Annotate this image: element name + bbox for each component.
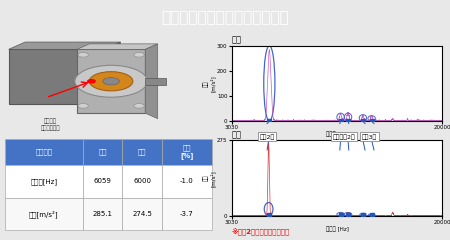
FancyBboxPatch shape	[83, 165, 122, 198]
Circle shape	[134, 53, 144, 57]
Text: 285.1: 285.1	[93, 211, 113, 217]
Text: ※円環2次の減衰係数を設定: ※円環2次の減衰係数を設定	[232, 228, 290, 236]
Text: 実測: 実測	[99, 149, 107, 155]
FancyBboxPatch shape	[162, 165, 212, 198]
Polygon shape	[9, 49, 104, 104]
Text: 実測: 実測	[232, 36, 242, 45]
Polygon shape	[104, 42, 121, 111]
Text: 274.5: 274.5	[132, 211, 152, 217]
Polygon shape	[77, 44, 158, 49]
Polygon shape	[9, 42, 121, 49]
FancyBboxPatch shape	[122, 165, 162, 198]
Text: 6059: 6059	[94, 178, 112, 184]
Text: 振幅[m/s²]: 振幅[m/s²]	[29, 210, 58, 218]
Circle shape	[90, 72, 133, 91]
FancyBboxPatch shape	[4, 165, 83, 198]
Polygon shape	[77, 49, 145, 113]
Text: -3.7: -3.7	[180, 211, 194, 217]
Y-axis label: 振幅
[m/s²]: 振幅 [m/s²]	[203, 75, 216, 92]
Circle shape	[88, 80, 95, 83]
Text: 円環2次: 円環2次	[260, 134, 274, 140]
FancyBboxPatch shape	[83, 198, 122, 230]
FancyBboxPatch shape	[162, 198, 212, 230]
Text: 評価項目: 評価項目	[36, 149, 52, 155]
Text: 解析: 解析	[138, 149, 146, 155]
Y-axis label: 振幅
[m/s²]: 振幅 [m/s²]	[203, 170, 216, 186]
Polygon shape	[145, 44, 157, 119]
FancyBboxPatch shape	[83, 139, 122, 165]
Text: 周波数[Hz]: 周波数[Hz]	[30, 178, 58, 185]
FancyBboxPatch shape	[4, 139, 83, 165]
FancyBboxPatch shape	[162, 139, 212, 165]
FancyBboxPatch shape	[122, 198, 162, 230]
Text: 誤差
[%]: 誤差 [%]	[180, 145, 194, 159]
FancyBboxPatch shape	[4, 198, 83, 230]
Circle shape	[103, 78, 119, 85]
Text: 6000: 6000	[133, 178, 151, 184]
Text: 評価箇所
ステータ側面: 評価箇所 ステータ側面	[40, 119, 60, 131]
Text: キャリア2倍: キャリア2倍	[333, 134, 356, 140]
Circle shape	[134, 104, 144, 108]
Circle shape	[78, 104, 88, 108]
Text: 解析: 解析	[232, 131, 242, 140]
X-axis label: 周波数 [Hz]: 周波数 [Hz]	[326, 132, 348, 137]
X-axis label: 周波数 [Hz]: 周波数 [Hz]	[326, 227, 348, 232]
Circle shape	[75, 65, 147, 97]
Text: 円環3次: 円環3次	[362, 134, 377, 140]
FancyBboxPatch shape	[122, 139, 162, 165]
Bar	[145, 78, 166, 85]
Text: 実測と解析結果の比較（振動）: 実測と解析結果の比較（振動）	[161, 10, 289, 25]
Circle shape	[78, 53, 88, 57]
Text: -1.0: -1.0	[180, 178, 194, 184]
